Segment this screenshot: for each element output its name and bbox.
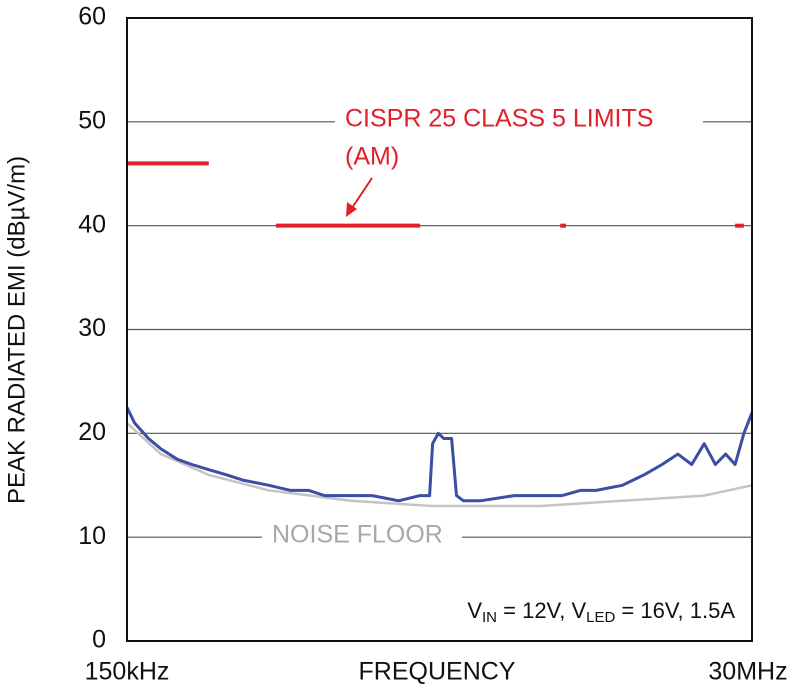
plot-data (125, 161, 754, 508)
y-tick-label: 20 (78, 418, 106, 446)
limit-label: (AM) (345, 143, 399, 171)
condition-part: = 16V, 1.5A (615, 598, 735, 623)
condition-part: IN (482, 609, 497, 626)
condition-label: VIN = 12V, VLED = 16V, 1.5A (467, 598, 735, 626)
plot-frame (126, 17, 753, 642)
condition-part: = 12V, V (497, 598, 586, 623)
x-tick-label: 150kHz (85, 658, 170, 686)
condition-part: V (467, 598, 482, 623)
y-tick-label: 40 (78, 210, 106, 238)
y-axis-label: PEAK RADIATED EMI (dBµV/m) (3, 156, 30, 504)
limit-label: CISPR 25 CLASS 5 LIMITS (345, 105, 653, 133)
arrow-head (346, 202, 357, 217)
condition-part: LED (586, 609, 615, 626)
noise-floor-label: NOISE FLOOR (272, 521, 443, 549)
x-axis-label: FREQUENCY (359, 658, 516, 686)
y-tick-label: 0 (92, 626, 106, 654)
y-tick-label: 60 (78, 3, 106, 31)
y-tick-label: 50 (78, 106, 106, 134)
label-background (335, 104, 703, 140)
arrow (351, 177, 373, 209)
y-tick-label: 30 (78, 314, 106, 342)
series-line (125, 406, 754, 503)
series-line (126, 422, 753, 508)
x-tick-label: 30MHz (708, 658, 787, 686)
y-tick-label: 10 (78, 522, 106, 550)
label-background (262, 520, 462, 554)
